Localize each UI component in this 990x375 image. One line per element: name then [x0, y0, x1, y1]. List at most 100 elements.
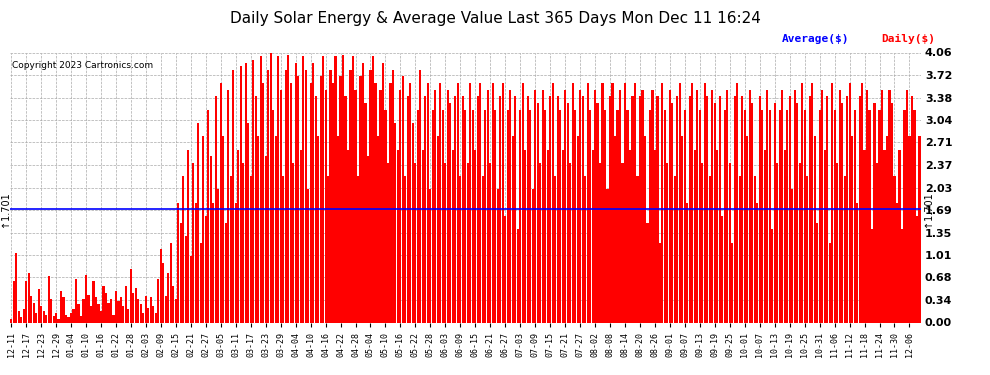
- Bar: [748, 90, 750, 322]
- Bar: [734, 96, 736, 322]
- Bar: [120, 297, 122, 322]
- Bar: [449, 103, 451, 322]
- Bar: [23, 309, 25, 322]
- Bar: [648, 110, 651, 322]
- Bar: [430, 189, 432, 322]
- Bar: [634, 83, 636, 322]
- Bar: [152, 306, 154, 322]
- Bar: [746, 136, 748, 322]
- Bar: [717, 150, 719, 322]
- Bar: [145, 296, 147, 322]
- Bar: [742, 96, 743, 322]
- Bar: [80, 316, 82, 322]
- Bar: [546, 150, 548, 322]
- Bar: [789, 96, 791, 322]
- Bar: [554, 176, 556, 322]
- Bar: [446, 90, 448, 322]
- Bar: [197, 123, 199, 322]
- Bar: [492, 83, 494, 322]
- Bar: [591, 150, 594, 322]
- Bar: [182, 176, 184, 322]
- Bar: [454, 96, 456, 322]
- Bar: [312, 63, 314, 322]
- Bar: [259, 57, 261, 322]
- Bar: [100, 310, 102, 322]
- Bar: [916, 216, 918, 322]
- Bar: [599, 163, 601, 322]
- Bar: [295, 63, 297, 322]
- Bar: [753, 176, 755, 322]
- Bar: [701, 163, 704, 322]
- Bar: [597, 103, 599, 322]
- Bar: [164, 296, 167, 322]
- Bar: [238, 150, 240, 322]
- Bar: [362, 63, 364, 322]
- Bar: [399, 90, 402, 322]
- Bar: [876, 163, 878, 322]
- Bar: [167, 273, 169, 322]
- Bar: [834, 110, 836, 322]
- Bar: [205, 216, 207, 322]
- Bar: [456, 83, 459, 322]
- Bar: [262, 83, 264, 322]
- Bar: [684, 110, 686, 322]
- Bar: [686, 203, 688, 322]
- Bar: [62, 297, 64, 322]
- Bar: [471, 110, 474, 322]
- Bar: [694, 150, 696, 322]
- Bar: [461, 96, 464, 322]
- Bar: [292, 163, 294, 322]
- Bar: [352, 57, 354, 322]
- Bar: [681, 136, 683, 322]
- Bar: [317, 136, 319, 322]
- Bar: [848, 83, 850, 322]
- Bar: [809, 96, 811, 322]
- Text: Copyright 2023 Cartronics.com: Copyright 2023 Cartronics.com: [12, 61, 152, 70]
- Bar: [315, 96, 317, 322]
- Bar: [571, 83, 573, 322]
- Bar: [327, 176, 329, 322]
- Bar: [172, 286, 174, 322]
- Bar: [254, 96, 256, 322]
- Bar: [766, 90, 768, 322]
- Bar: [519, 110, 522, 322]
- Bar: [367, 156, 369, 322]
- Bar: [863, 150, 865, 322]
- Bar: [227, 90, 230, 322]
- Bar: [899, 150, 901, 322]
- Bar: [709, 176, 711, 322]
- Bar: [646, 223, 648, 322]
- Bar: [105, 292, 107, 322]
- Bar: [881, 90, 883, 322]
- Bar: [474, 150, 476, 322]
- Bar: [212, 203, 214, 322]
- Bar: [52, 316, 54, 322]
- Bar: [118, 301, 120, 322]
- Bar: [65, 315, 67, 322]
- Bar: [911, 96, 913, 322]
- Bar: [342, 55, 345, 322]
- Bar: [87, 295, 89, 322]
- Bar: [404, 176, 407, 322]
- Bar: [269, 53, 271, 322]
- Bar: [904, 110, 906, 322]
- Bar: [394, 123, 396, 322]
- Bar: [90, 306, 92, 322]
- Bar: [719, 96, 721, 322]
- Bar: [786, 110, 788, 322]
- Bar: [407, 96, 409, 322]
- Bar: [779, 110, 781, 322]
- Bar: [524, 150, 527, 322]
- Bar: [551, 83, 553, 322]
- Bar: [392, 70, 394, 322]
- Bar: [624, 83, 626, 322]
- Bar: [614, 136, 616, 322]
- Bar: [243, 163, 245, 322]
- Bar: [140, 304, 142, 322]
- Bar: [878, 110, 880, 322]
- Bar: [412, 123, 414, 322]
- Bar: [549, 96, 551, 322]
- Bar: [893, 176, 896, 322]
- Bar: [135, 288, 137, 322]
- Bar: [756, 203, 758, 322]
